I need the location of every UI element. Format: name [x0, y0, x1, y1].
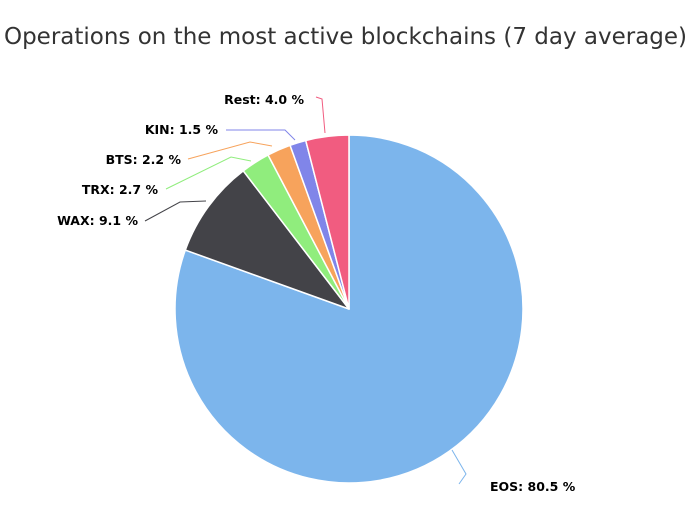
- pie-slice-wax[interactable]: [184, 170, 350, 310]
- pie-slice-rest[interactable]: [304, 134, 350, 310]
- connector-bts: [187, 141, 273, 160]
- data-label-trx: TRX: 2.7 %: [82, 182, 159, 197]
- connector-kin: [226, 129, 296, 141]
- label-connectors: [144, 96, 467, 485]
- connector-eos: [451, 449, 467, 485]
- chart-title: Operations on the most active blockchain…: [3, 24, 688, 50]
- connector-trx: [165, 156, 252, 190]
- data-labels: EOS: 80.5 % WAX: 9.1 % TRX: 2.7 % BTS: 2.2 …: [57, 92, 576, 494]
- connector-wax: [144, 200, 207, 222]
- data-label-kin: KIN: 1.5 %: [145, 122, 219, 137]
- data-label-wax: WAX: 9.1 %: [57, 213, 138, 228]
- data-label-rest: Rest: 4.0 %: [224, 92, 304, 107]
- connector-rest: [315, 96, 326, 134]
- pie-slices: [174, 134, 524, 484]
- data-label-bts: BTS: 2.2 %: [106, 152, 182, 167]
- data-label-eos: EOS: 80.5 %: [490, 479, 576, 494]
